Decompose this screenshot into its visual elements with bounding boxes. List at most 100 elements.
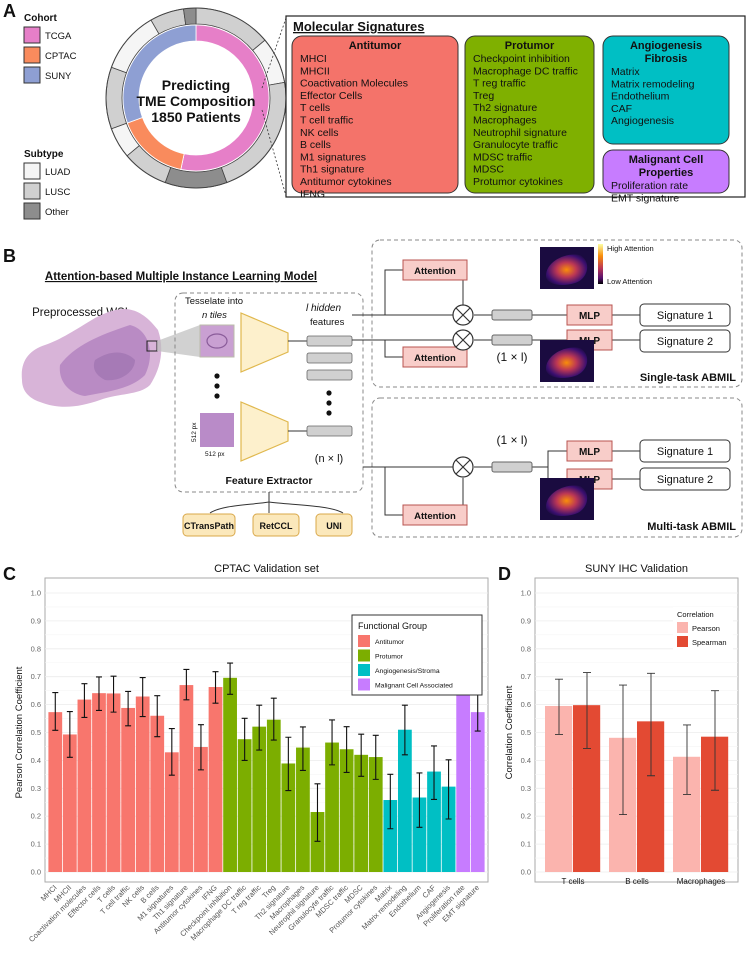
subtype-legend-label: LUSC <box>45 187 70 198</box>
y-tick-label: 0.4 <box>521 756 531 765</box>
y-tick-label: 0.2 <box>31 812 41 821</box>
cohort-legend-label: SUNY <box>45 71 72 82</box>
heatmap-tissue <box>545 347 588 378</box>
signature-item: Angiogenesis <box>611 115 674 127</box>
mlp-box <box>566 440 613 462</box>
attention-box <box>402 504 468 526</box>
one-by-l-label-multi: (1 × l) <box>496 433 527 447</box>
error-bar <box>401 704 408 756</box>
signature-item: IFNG <box>300 188 325 200</box>
signature-item: Proliferation rate <box>611 180 688 192</box>
mlp-label: MLP <box>579 447 600 458</box>
error-bar <box>343 726 350 773</box>
x-tick-label: B cells <box>625 877 649 886</box>
error-bar <box>256 704 263 751</box>
one-by-l-label-single: (1 × l) <box>496 350 527 364</box>
signature-item: Macrophages <box>473 115 537 127</box>
multi-task-label: Multi-task ABMIL <box>647 521 736 533</box>
y-tick-label: 0.6 <box>521 700 531 709</box>
cptac-bar-chart: 0.0 0.1 0.2 0.3 0.4 0.5 0.6 0.7 0.8 0.9 1.0 CPTAC V… <box>14 563 489 944</box>
extractor-option-box[interactable] <box>252 513 300 537</box>
low-attention-label: Low Attention <box>607 277 652 286</box>
error-bar <box>168 728 175 776</box>
y-tick-label: 0.1 <box>31 840 41 849</box>
bar-proliferation-rate <box>456 668 471 872</box>
cohort-swatch-cptac <box>23 46 41 64</box>
extractor-option-label: CTransPath <box>184 521 234 531</box>
multiply-cross-icon <box>455 459 471 475</box>
legend-label: Malignant Cell Associated <box>375 683 453 690</box>
extractor-option-box[interactable] <box>315 513 353 537</box>
center-text-line3: 1850 Patients <box>151 109 241 125</box>
bar-th2-signature <box>281 763 296 872</box>
bar-ifng <box>208 687 223 872</box>
bar-angiogenesis <box>441 786 456 872</box>
tile-image-bottom <box>200 413 234 447</box>
signature-output-label: Signature 1 <box>657 446 713 458</box>
cohort-swatch-suny <box>23 66 41 84</box>
attention-label: Attention <box>414 511 456 522</box>
error-bar <box>583 672 591 749</box>
hidden-features-label: l hidden <box>306 303 341 314</box>
legend-title: Functional Group <box>358 621 427 631</box>
signature-group-title: Angiogenesis <box>630 40 702 52</box>
signature-item: CAF <box>611 103 632 115</box>
cohort-segment-suny <box>122 24 197 124</box>
signature-item: Treg <box>473 90 494 102</box>
subtype-swatch-luad <box>23 162 41 180</box>
y-tick-label: 0.0 <box>31 868 41 877</box>
bar-endothelium <box>412 797 427 872</box>
multiply-cross-icon <box>455 307 471 323</box>
extractor-arrows <box>209 492 344 514</box>
tile-gland-structure <box>206 333 228 349</box>
tile-ellipsis-dots <box>214 373 220 399</box>
panel-a-label: A <box>3 1 16 21</box>
signature-item: Endothelium <box>611 91 670 103</box>
y-tick-label: 0.8 <box>521 644 531 653</box>
attention-heatmaps <box>540 247 594 520</box>
error-bar <box>139 676 146 718</box>
y-axis-label: Correlation Coefficient <box>504 685 515 779</box>
error-bar <box>372 734 379 780</box>
y-tick-label: 1.0 <box>31 589 41 598</box>
panel-b-label: B <box>3 246 16 266</box>
signature-item: MHCII <box>300 65 330 77</box>
features-label: features <box>310 317 345 328</box>
signature-group-title: Protumor <box>505 40 555 52</box>
bar-caf <box>427 771 441 872</box>
bar-matrix-remodeling <box>398 729 412 872</box>
error-bar <box>647 672 655 777</box>
error-bar <box>329 719 336 766</box>
signature-item: Antitumor cytokines <box>300 176 392 188</box>
extractor-option-box[interactable] <box>182 513 236 537</box>
suny-bar-chart: 0.0 0.1 0.2 0.3 0.4 0.5 0.6 0.7 0.8 0.9 1.0 SUNY IH… <box>504 563 739 886</box>
signature-item: EMT signature <box>611 192 679 204</box>
panel-c-label: C <box>3 564 16 584</box>
subtype-legend-label: LUAD <box>45 167 70 178</box>
attention-label: Attention <box>414 353 456 364</box>
y-tick-label: 0.9 <box>521 616 531 625</box>
single-task-box <box>371 239 743 388</box>
signature-item: MDSC traffic <box>473 151 532 163</box>
extractor-option-label: RetCCL <box>260 521 294 531</box>
bar-b-cells <box>150 715 165 872</box>
signature-item: Th2 signature <box>473 102 537 114</box>
signature-group-box <box>602 35 730 145</box>
signature-group-title: Antitumor <box>349 40 402 52</box>
bar-mhcii <box>62 734 77 872</box>
error-bar <box>227 662 234 695</box>
zoom-line-top <box>261 17 287 89</box>
attention-box <box>402 346 468 368</box>
legend-label: Angiogenesis/Stroma <box>375 668 440 675</box>
cohort-legend-title: Cohort <box>24 13 57 24</box>
error-bar <box>445 759 452 820</box>
tesselate-label: Tesselate into <box>185 296 243 307</box>
error-bar <box>416 772 423 828</box>
multiply-cross-icon <box>455 332 471 348</box>
bar-t-cells <box>106 693 121 872</box>
tile-width-label: 512 px <box>205 451 225 458</box>
error-bar <box>81 683 88 718</box>
error-bar <box>555 678 563 735</box>
signature-item: MHCI <box>300 53 327 65</box>
